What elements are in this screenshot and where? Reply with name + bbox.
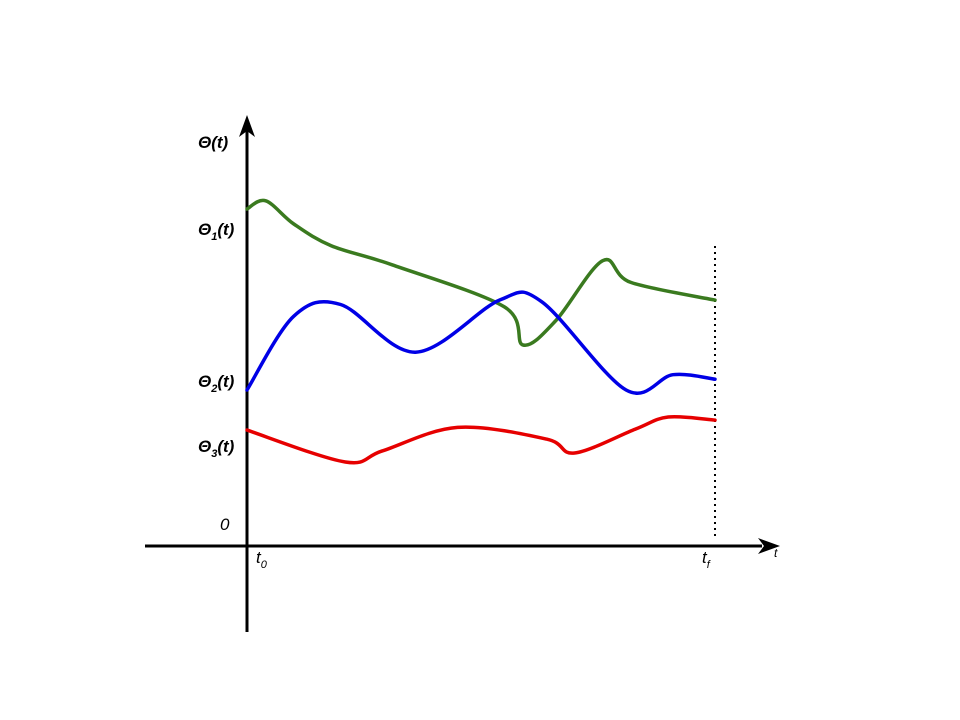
- x-tick-t0: t0: [256, 548, 268, 571]
- x-tick-tf: tf: [702, 548, 711, 571]
- series-line-theta3: [245, 414, 717, 465]
- series-line-theta2: [245, 290, 717, 395]
- y-axis-arrowhead: [239, 115, 255, 137]
- x-axis-arrowhead: [758, 538, 780, 554]
- y-marker-theta3: Θ3(t): [198, 437, 235, 460]
- y-marker-theta1: Θ1(t): [198, 220, 235, 243]
- y-axis-label: Θ(t): [198, 133, 229, 152]
- series-line-theta1: [245, 198, 717, 347]
- x-axis-label: t: [774, 546, 778, 560]
- y-tick-zero: 0: [220, 515, 230, 534]
- y-marker-theta2: Θ2(t): [198, 372, 235, 395]
